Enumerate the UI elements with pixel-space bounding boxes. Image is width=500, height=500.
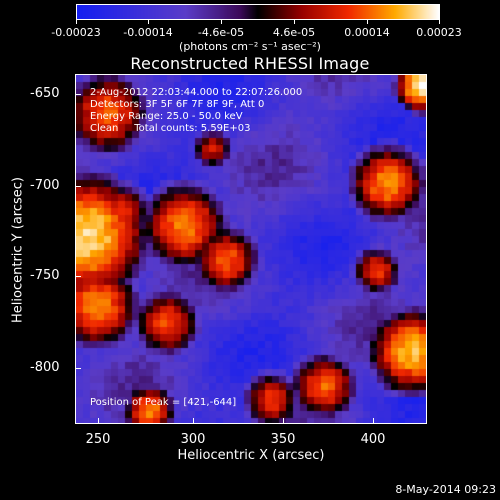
- x-tick-mark: [193, 418, 194, 424]
- colorbar-tick-mark: [439, 19, 440, 24]
- annotation-peak: Position of Peak = [421,-644]: [90, 397, 237, 408]
- colorbar-tick-label: -0.00023: [51, 26, 101, 39]
- colorbar-tick-mark: [221, 19, 222, 24]
- annotation-detectors: Detectors: 3F 5F 6F 7F 8F 9F, Att 0: [90, 99, 265, 110]
- y-tick-mark: [75, 186, 81, 187]
- colorbar-tick-label: 0.00014: [344, 26, 390, 39]
- y-axis-label: Heliocentric Y (arcsec): [10, 177, 26, 323]
- colorbar-tick-mark: [294, 19, 295, 24]
- colorbar-units: (photons cm⁻² s⁻¹ asec⁻²): [179, 40, 321, 53]
- y-tick-label: -800: [30, 360, 60, 375]
- annotation-time: 2-Aug-2012 22:03:44.000 to 22:07:26.000: [90, 87, 303, 98]
- colorbar-tick-mark: [367, 19, 368, 24]
- colorbar-tick-mark: [148, 19, 149, 24]
- y-tick-mark: [75, 276, 81, 277]
- colorbar: [76, 4, 440, 20]
- x-tick-label: 350: [270, 432, 296, 447]
- y-tick-mark: [75, 368, 81, 369]
- colorbar-tick-label: -4.6e-05: [197, 26, 245, 39]
- x-tick-mark: [373, 418, 374, 424]
- colorbar-tick-label: -0.00014: [123, 26, 173, 39]
- colorbar-tick-label: 4.6e-05: [272, 26, 316, 39]
- annotation-energy: Energy Range: 25.0 - 50.0 keV: [90, 111, 243, 122]
- x-tick-mark: [283, 418, 284, 424]
- plot-title: Reconstructed RHESSI Image: [130, 54, 370, 73]
- x-axis-label: Heliocentric X (arcsec): [177, 448, 325, 463]
- y-tick-label: -750: [30, 268, 60, 283]
- y-tick-mark: [75, 94, 81, 95]
- x-tick-mark: [98, 418, 99, 424]
- heatmap-image: [76, 75, 426, 423]
- x-tick-label: 400: [360, 432, 386, 447]
- x-tick-label: 300: [180, 432, 206, 447]
- x-tick-label: 250: [85, 432, 111, 447]
- colorbar-tick-mark: [76, 19, 77, 24]
- y-tick-label: -700: [30, 178, 60, 193]
- annotation-clean: Clean Total counts: 5.59E+03: [90, 123, 251, 134]
- colorbar-tick-label: 0.00023: [416, 26, 462, 39]
- image-plot-area: 2-Aug-2012 22:03:44.000 to 22:07:26.000 …: [75, 74, 427, 424]
- y-tick-label: -650: [30, 86, 60, 101]
- timestamp: 8-May-2014 09:23: [395, 483, 496, 496]
